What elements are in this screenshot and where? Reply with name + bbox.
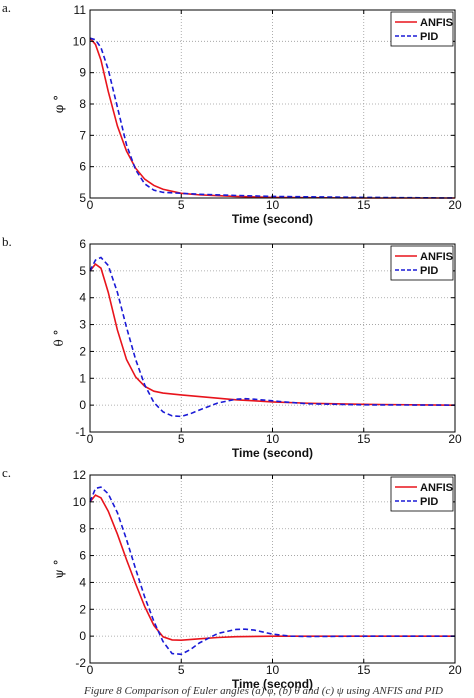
x-tick-label: 10 [266,663,280,677]
legend-label-anfis: ANFIS [420,251,453,263]
y-tick-label: 8 [79,97,86,111]
x-tick-label: 0 [87,663,94,677]
y-tick-label: -1 [75,425,86,439]
x-axis-label: Time (second) [232,446,313,460]
x-axis-label: Time (second) [232,212,313,226]
y-axis-label: θ ° [52,329,66,346]
y-tick-label: 8 [79,522,86,536]
y-tick-label: 2 [79,602,86,616]
y-tick-label: 9 [79,66,86,80]
y-tick-label: 5 [79,191,86,205]
legend-box [390,245,454,281]
y-tick-label: 6 [79,237,86,251]
x-tick-label: 20 [448,432,462,446]
y-tick-label: 5 [79,264,86,278]
x-tick-label: 5 [178,432,185,446]
panel-label: a. [2,0,11,15]
x-tick-label: 15 [357,198,371,212]
y-tick-label: 12 [73,468,87,482]
y-tick-label: 2 [79,344,86,358]
x-tick-label: 10 [266,432,280,446]
y-tick-label: 10 [73,34,87,48]
series-line-anfis [89,494,455,641]
y-tick-label: 0 [79,629,86,643]
x-tick-label: 20 [448,663,462,677]
series-line-pid [89,256,456,418]
legend-label-anfis: ANFIS [420,17,453,29]
x-tick-label: 10 [266,198,280,212]
y-tick-label: 0 [79,398,86,412]
x-tick-label: 15 [357,663,371,677]
series-line-pid [89,37,456,199]
y-tick-label: 3 [79,318,86,332]
legend-box [390,11,454,47]
panel-label: c. [2,465,11,480]
y-axis-label: φ ° [52,95,66,113]
x-axis-label: Time (second) [232,677,313,691]
y-tick-label: 6 [79,160,86,174]
legend-label-anfis: ANFIS [420,482,453,494]
y-tick-label: 6 [79,549,86,563]
series-line-anfis [89,37,455,199]
y-tick-label: 11 [74,3,87,17]
y-tick-label: 10 [73,495,87,509]
y-tick-label: 4 [79,291,86,305]
y-axis-label: ψ ° [52,559,66,578]
legend-label-pid: PID [420,496,438,508]
x-tick-label: 5 [178,198,185,212]
x-tick-label: 5 [178,663,185,677]
y-tick-label: 7 [79,128,86,142]
x-tick-label: 0 [87,198,94,212]
x-tick-label: 15 [357,432,371,446]
panel-label: b. [2,234,12,249]
figure-caption: Figure 8 Comparison of Euler angles (a) … [83,685,443,697]
legend-label-pid: PID [420,31,438,43]
y-tick-label: -2 [75,656,86,670]
x-tick-label: 0 [87,432,94,446]
series-line-pid [89,486,455,656]
legend-box [390,476,454,512]
y-tick-label: 1 [79,371,86,385]
legend-label-pid: PID [420,265,438,277]
y-tick-label: 4 [79,575,86,589]
x-tick-label: 20 [448,198,462,212]
series-line-anfis [89,263,456,406]
